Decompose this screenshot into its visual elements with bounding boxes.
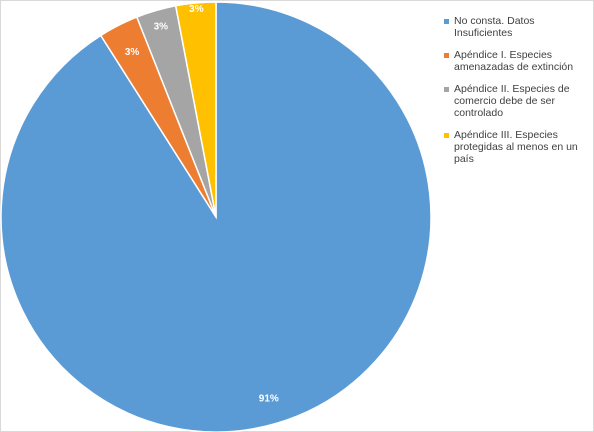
slice-label: 3% — [189, 4, 204, 15]
legend-item: Apéndice I. Especies amenazadas de extin… — [444, 49, 592, 73]
legend-item: Apéndice III. Especies protegidas al men… — [444, 129, 592, 165]
legend-label: No consta. Datos Insuficientes — [454, 15, 535, 39]
chart-legend: No consta. Datos Insuficientes Apéndice … — [444, 15, 592, 175]
legend-label: Apéndice III. Especies protegidas al men… — [454, 129, 578, 165]
slice-label: 3% — [125, 47, 140, 58]
legend-item: No consta. Datos Insuficientes — [444, 15, 592, 39]
legend-label: Apéndice II. Especies de comercio debe d… — [454, 83, 570, 119]
legend-swatch — [444, 87, 449, 92]
legend-label: Apéndice I. Especies amenazadas de extin… — [454, 49, 574, 73]
slice-label: 3% — [154, 22, 169, 33]
legend-swatch — [444, 19, 449, 24]
legend-swatch — [444, 53, 449, 58]
slice-label: 91% — [259, 393, 279, 404]
pie-slice — [174, 1, 217, 218]
legend-item: Apéndice II. Especies de comercio debe d… — [444, 83, 592, 119]
legend-swatch — [444, 133, 449, 138]
